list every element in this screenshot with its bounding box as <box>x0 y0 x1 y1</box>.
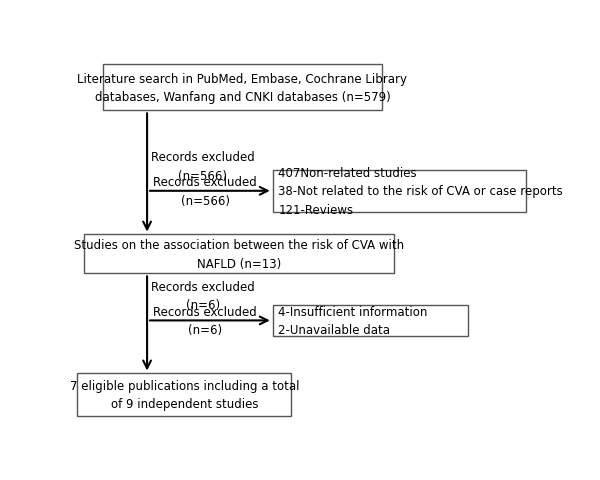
FancyBboxPatch shape <box>272 305 468 336</box>
Text: Records excluded
(n=6): Records excluded (n=6) <box>154 305 257 336</box>
FancyBboxPatch shape <box>272 170 526 213</box>
Text: 4-Insufficient information
2-Unavailable data: 4-Insufficient information 2-Unavailable… <box>278 305 428 336</box>
Text: 7 eligible publications including a total
of 9 independent studies: 7 eligible publications including a tota… <box>70 379 299 410</box>
Text: Studies on the association between the risk of CVA with
NAFLD (n=13): Studies on the association between the r… <box>74 239 404 270</box>
Text: Records excluded
(n=566): Records excluded (n=566) <box>151 151 255 182</box>
Text: 407Non-related studies
38-Not related to the risk of CVA or case reports
121-Rev: 407Non-related studies 38-Not related to… <box>278 167 563 216</box>
FancyBboxPatch shape <box>84 235 394 274</box>
Text: Records excluded
(n=566): Records excluded (n=566) <box>154 176 257 207</box>
FancyBboxPatch shape <box>77 373 291 416</box>
Text: Literature search in PubMed, Embase, Cochrane Library
databases, Wanfang and CNK: Literature search in PubMed, Embase, Coc… <box>77 72 407 104</box>
Text: Records excluded
(n=6): Records excluded (n=6) <box>151 280 255 312</box>
FancyBboxPatch shape <box>103 65 382 111</box>
